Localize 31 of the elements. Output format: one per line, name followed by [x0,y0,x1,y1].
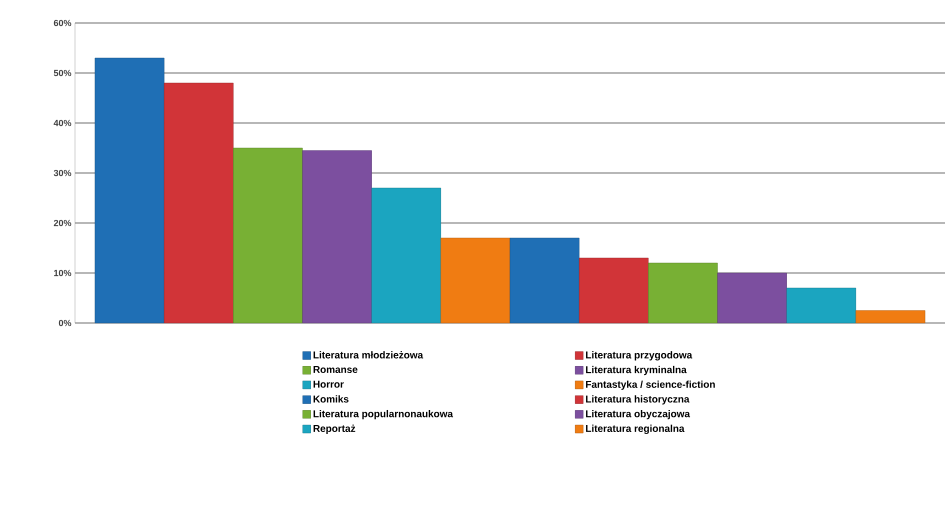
y-tick-label: 10% [54,270,72,276]
bar [717,272,787,324]
bar [648,262,718,324]
bar [233,148,303,324]
legend-label: Literatura młodzieżowa [314,351,424,358]
legend-label: Literatura przygodowa [586,351,692,361]
bar [440,238,510,324]
legend-label: Literatura historyczna [586,395,690,405]
y-tick-label: 30% [54,170,72,176]
y-tick-label: 20% [54,220,72,226]
legend-label: Fantastyka / science-fiction [586,380,715,390]
legend-label: Literatura popularnonaukowa [314,410,454,420]
y-tick-label: 0% [58,320,72,326]
legend-label: Romanse [314,366,358,374]
legend-label: Literatura regionalna [586,424,685,434]
bar [578,258,649,324]
bar [371,188,442,324]
legend-label: Komiks [314,395,349,403]
bar [94,58,164,324]
legend-label: Horror [314,380,344,388]
legend-label: Literatura obyczajowa [586,410,690,420]
bar [510,238,580,324]
legend-label: Literatura kryminalna [586,366,687,376]
bar [164,82,234,324]
legend-label: Reportaż [314,424,356,434]
bar [856,310,926,324]
y-tick-label: 40% [54,120,72,126]
bar [302,150,372,324]
y-tick-label: 50% [54,70,72,76]
y-tick-label: 60% [54,20,72,26]
bar [786,288,856,324]
